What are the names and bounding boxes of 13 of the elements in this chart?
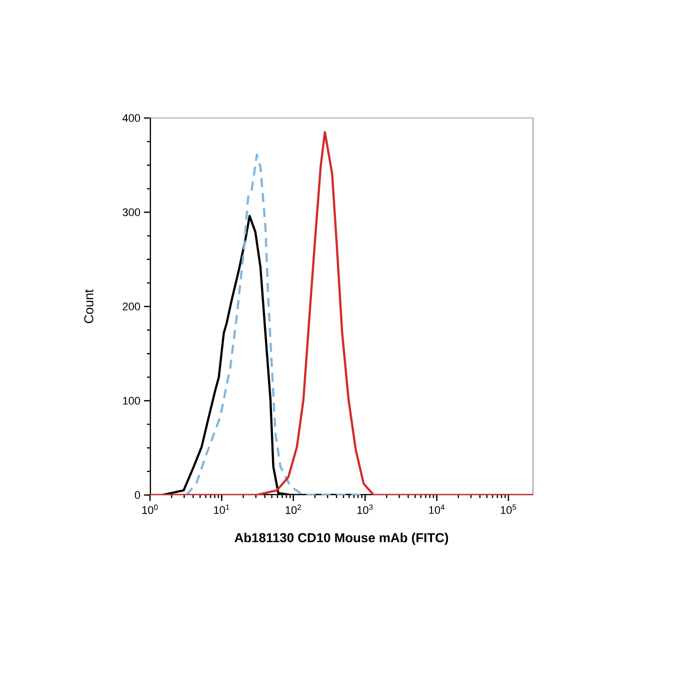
- x-tick-label: 10$^{5}$: [500, 504, 516, 514]
- x-axis-title: Ab181130 CD10 Mouse mAb (FITC): [234, 532, 448, 545]
- x-tick-label: 10$^{3}$: [357, 504, 373, 514]
- x-tick-label: 10$^{1}$: [214, 504, 230, 514]
- x-tick-label: 10$^{2}$: [286, 504, 301, 514]
- x-tick-label: 10$^{4}$: [429, 504, 445, 514]
- y-tick-label: 400: [122, 114, 140, 122]
- y-tick-label: 100: [123, 396, 140, 405]
- x-tick-label: 10$^{0}$: [142, 504, 158, 514]
- y-tick-label: 0: [134, 491, 140, 499]
- y-tick-label: 300: [122, 208, 140, 216]
- y-axis-title: Count: [84, 289, 94, 324]
- y-tick-label: 200: [122, 302, 140, 310]
